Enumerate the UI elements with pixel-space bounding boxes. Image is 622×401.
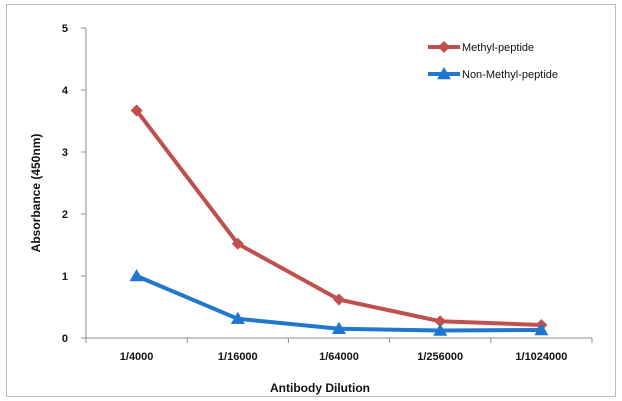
x-tick-label: 1/4000 (120, 351, 154, 363)
legend-marker (438, 41, 450, 53)
y-tick-label: 0 (62, 333, 68, 345)
x-tick-label: 1/256000 (417, 351, 463, 363)
legend-item: Non-Methyl-peptide (428, 67, 558, 81)
data-point (130, 104, 143, 117)
series-non-methyl-peptide (129, 269, 549, 336)
data-point (534, 322, 549, 336)
y-tick-label: 5 (62, 23, 68, 35)
legend-item: Methyl-peptide (428, 41, 534, 54)
axes (81, 27, 593, 343)
data-point (434, 315, 447, 328)
series-methyl-peptide (130, 104, 548, 331)
y-tick-labels: 0 1 2 3 4 5 (62, 23, 69, 345)
legend-label: Methyl-peptide (462, 42, 534, 54)
data-point (129, 269, 144, 282)
legend-marker (437, 67, 451, 80)
data-point (333, 293, 345, 306)
data-point (230, 311, 245, 325)
x-tick-labels: 1/4000 1/16000 1/64000 1/256000 1/1024000 (120, 351, 568, 363)
y-tick-label: 3 (62, 147, 68, 159)
y-tick-label: 4 (62, 85, 69, 97)
x-tick-label: 1/64000 (319, 351, 359, 363)
series-layer (129, 104, 549, 336)
x-tick-label: 1/1024000 (515, 351, 567, 363)
x-tick-label: 1/16000 (218, 351, 258, 363)
y-axis-title: Absorbance (450nm) (29, 134, 43, 253)
y-tick-label: 2 (62, 209, 68, 221)
x-axis-title: Antibody Dilution (270, 381, 370, 395)
series-line (134, 108, 544, 327)
data-point (332, 321, 346, 334)
legend-label: Non-Methyl-peptide (462, 69, 558, 81)
data-point (231, 237, 244, 250)
y-tick-label: 1 (62, 271, 68, 283)
data-point (433, 323, 448, 336)
chart-frame (6, 4, 616, 397)
legend: Methyl-peptide Non-Methyl-peptide (428, 41, 558, 81)
